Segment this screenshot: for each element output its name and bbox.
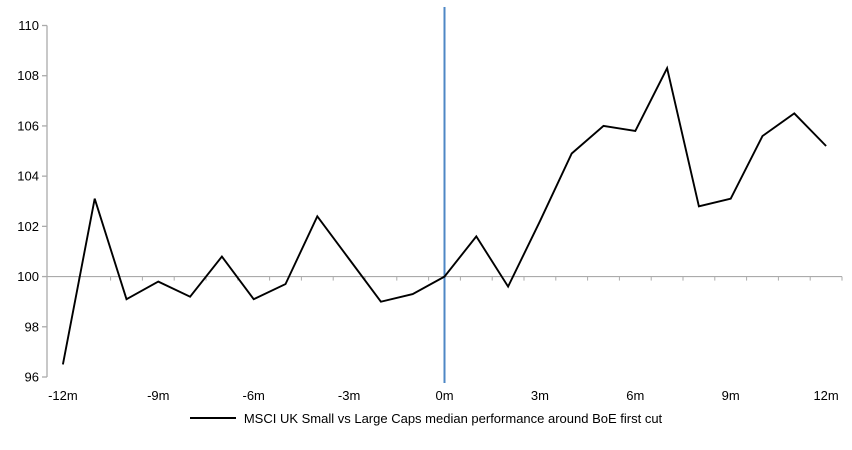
x-axis-tick-label: -9m <box>147 388 169 403</box>
y-axis-tick-label: 98 <box>25 319 39 334</box>
x-axis-tick-label: 12m <box>813 388 838 403</box>
legend: MSCI UK Small vs Large Caps median perfo… <box>0 408 852 428</box>
y-axis-tick-label: 102 <box>17 219 39 234</box>
series-line <box>61 65 827 365</box>
y-axis-tick-label: 108 <box>17 68 39 83</box>
legend-line-swatch <box>189 417 236 419</box>
x-axis-tick-label: 0m <box>435 388 453 403</box>
y-axis-tick-label: 100 <box>17 269 39 284</box>
y-axis-tick-label: 104 <box>17 169 39 184</box>
y-axis-tick-label: 110 <box>18 18 39 33</box>
x-axis-tick-label: -3m <box>338 388 360 403</box>
x-axis-tick-label: -6m <box>243 388 265 403</box>
y-axis-tick-label: 96 <box>25 370 39 385</box>
x-axis-tick-label: -12m <box>48 388 78 403</box>
x-axis-tick-label: 3m <box>531 388 549 403</box>
x-axis-tick-label: 9m <box>722 388 740 403</box>
y-axis-tick-label: 106 <box>17 118 39 133</box>
x-axis-tick-label: 6m <box>626 388 644 403</box>
legend-label: MSCI UK Small vs Large Caps median perfo… <box>243 410 663 426</box>
